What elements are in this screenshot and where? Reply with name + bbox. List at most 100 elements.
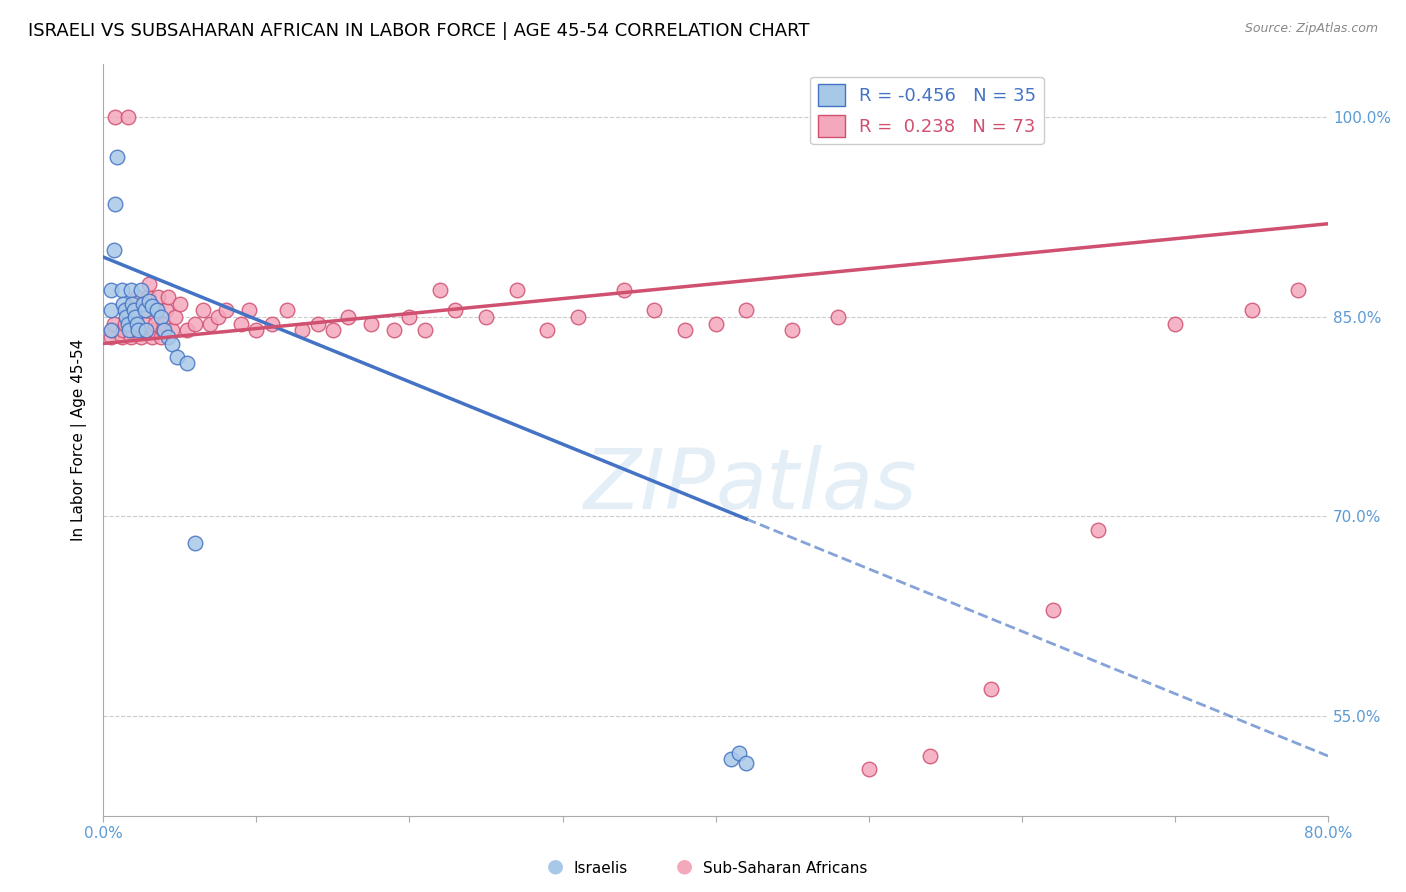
- Point: [150, 330, 173, 344]
- Point: [735, 303, 758, 318]
- Point: [444, 303, 467, 318]
- Point: [135, 323, 157, 337]
- Point: [122, 317, 145, 331]
- Point: [673, 323, 696, 337]
- Point: [184, 536, 207, 550]
- Point: [276, 303, 298, 318]
- Point: [169, 296, 191, 310]
- Point: [156, 290, 179, 304]
- Point: [176, 323, 198, 337]
- Point: [567, 310, 589, 324]
- Point: [238, 303, 260, 318]
- Point: [131, 330, 153, 344]
- Point: [110, 283, 132, 297]
- Point: [127, 323, 149, 337]
- Point: [704, 317, 727, 331]
- Point: [153, 323, 176, 337]
- Point: [382, 323, 405, 337]
- Point: [337, 310, 360, 324]
- Point: [112, 323, 135, 337]
- Point: [735, 756, 758, 770]
- Point: [720, 752, 742, 766]
- Point: [103, 244, 125, 258]
- Point: [160, 323, 183, 337]
- Point: [143, 317, 166, 331]
- Point: [160, 336, 183, 351]
- Y-axis label: In Labor Force | Age 45-54: In Labor Force | Age 45-54: [72, 339, 87, 541]
- Point: [307, 317, 329, 331]
- Point: [245, 323, 267, 337]
- Point: [152, 323, 174, 337]
- Point: [124, 310, 146, 324]
- Point: [142, 323, 165, 337]
- Point: [104, 196, 127, 211]
- Point: [146, 303, 169, 318]
- Point: [322, 323, 344, 337]
- Text: Israelis: Israelis: [574, 861, 628, 876]
- Point: [115, 303, 138, 318]
- Text: ISRAELI VS SUBSAHARAN AFRICAN IN LABOR FORCE | AGE 45-54 CORRELATION CHART: ISRAELI VS SUBSAHARAN AFRICAN IN LABOR F…: [28, 22, 810, 40]
- Point: [1240, 303, 1263, 318]
- Point: [125, 317, 148, 331]
- Point: [101, 323, 124, 337]
- Text: atlas: atlas: [716, 444, 917, 525]
- Point: [536, 323, 558, 337]
- Point: [117, 317, 139, 331]
- Point: [131, 283, 153, 297]
- Point: [138, 277, 160, 291]
- Point: [215, 303, 238, 318]
- Point: [118, 323, 141, 337]
- Point: [780, 323, 803, 337]
- Point: [1087, 523, 1109, 537]
- Point: [1286, 283, 1309, 297]
- Point: [184, 317, 207, 331]
- Point: [858, 762, 880, 776]
- Point: [613, 283, 636, 297]
- Point: [191, 303, 214, 318]
- Point: [398, 310, 420, 324]
- Point: [120, 283, 142, 297]
- Point: [413, 323, 436, 337]
- Point: [155, 303, 177, 318]
- Point: [176, 356, 198, 370]
- Point: [827, 310, 849, 324]
- Point: [105, 150, 128, 164]
- Point: [114, 303, 136, 318]
- Text: Sub-Saharan Africans: Sub-Saharan Africans: [703, 861, 868, 876]
- Point: [134, 303, 156, 318]
- Point: [643, 303, 665, 318]
- Point: [100, 323, 122, 337]
- Point: [1042, 602, 1064, 616]
- Point: [136, 290, 159, 304]
- Point: [104, 110, 127, 124]
- Point: [153, 317, 176, 331]
- Point: [125, 290, 148, 304]
- Point: [475, 310, 498, 324]
- Text: ●: ●: [547, 857, 564, 876]
- Point: [360, 317, 382, 331]
- Point: [260, 317, 283, 331]
- Point: [505, 283, 527, 297]
- Point: [132, 323, 155, 337]
- Point: [121, 323, 143, 337]
- Point: [291, 323, 314, 337]
- Point: [134, 317, 156, 331]
- Point: [110, 330, 132, 344]
- Point: [229, 317, 252, 331]
- Point: [166, 350, 188, 364]
- Point: [100, 330, 122, 344]
- Point: [918, 749, 941, 764]
- Point: [121, 296, 143, 310]
- Point: [138, 293, 160, 308]
- Point: [112, 296, 135, 310]
- Point: [200, 317, 222, 331]
- Legend: R = -0.456   N = 35, R =  0.238   N = 73: R = -0.456 N = 35, R = 0.238 N = 73: [810, 77, 1043, 145]
- Point: [103, 317, 125, 331]
- Point: [117, 110, 139, 124]
- Point: [165, 310, 187, 324]
- Point: [141, 330, 163, 344]
- Point: [980, 682, 1002, 697]
- Point: [100, 303, 122, 318]
- Point: [429, 283, 451, 297]
- Point: [207, 310, 229, 324]
